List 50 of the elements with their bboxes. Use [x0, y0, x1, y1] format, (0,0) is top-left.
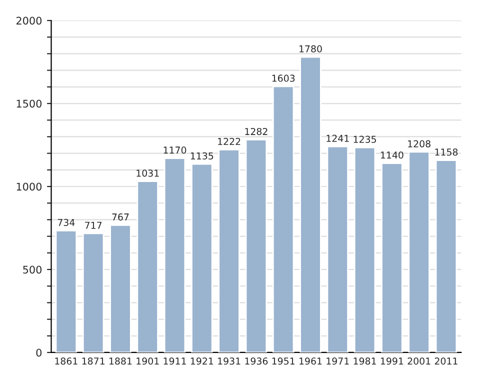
x-tick-label: 1881: [109, 358, 132, 365]
y-tick-label: 0: [36, 348, 42, 357]
bar: [136, 180, 158, 352]
y-tick-label: 500: [23, 266, 42, 274]
data-label: 1140: [380, 152, 404, 159]
x-tick-label: 2001: [408, 358, 430, 365]
data-label: 1235: [354, 136, 376, 143]
x-tick-label: 1911: [164, 358, 186, 365]
data-label: 1208: [408, 140, 430, 148]
data-label: 1780: [300, 45, 322, 52]
bar: [381, 162, 403, 352]
x-tick-label: 1951: [272, 358, 294, 365]
y-tick-label: 2000: [16, 16, 42, 25]
y-tick-label: 1000: [16, 182, 42, 191]
x-tick-label: 1981: [354, 358, 376, 365]
data-label: 1031: [136, 170, 159, 177]
data-label: 1158: [435, 148, 458, 156]
bar: [164, 158, 186, 352]
data-label: 1170: [164, 146, 186, 154]
bar: [245, 138, 268, 352]
data-label: 1282: [245, 128, 268, 136]
x-tick-label: 1871: [82, 358, 104, 365]
data-label: 717: [85, 222, 102, 229]
x-tick-label: 2011: [434, 358, 458, 365]
bar: [326, 146, 349, 352]
bar: [408, 151, 430, 352]
bar: [191, 163, 213, 352]
data-label: 1135: [190, 152, 214, 160]
x-tick-label: 1971: [326, 358, 349, 365]
data-label: 1222: [218, 138, 240, 145]
bar: [300, 56, 322, 352]
x-tick-label: 1901: [136, 358, 159, 365]
bar: [82, 232, 104, 352]
y-tick-label: 1500: [16, 100, 42, 108]
x-tick-label: 1961: [300, 358, 322, 365]
data-label: 1241: [326, 134, 349, 142]
bar: [435, 160, 458, 352]
bar: [218, 148, 240, 352]
data-label: 767: [112, 213, 129, 221]
x-tick-label: 1861: [55, 358, 78, 365]
bar: [55, 230, 78, 352]
x-tick-label: 1936: [245, 358, 268, 365]
x-tick-label: 1921: [190, 358, 214, 365]
bar: [110, 224, 132, 352]
data-label: 734: [58, 218, 75, 226]
x-tick-label: 1931: [218, 358, 240, 365]
x-tick-label: 1991: [380, 358, 404, 365]
bar: [354, 146, 376, 352]
bar: [272, 86, 294, 352]
data-label: 1603: [272, 74, 295, 82]
